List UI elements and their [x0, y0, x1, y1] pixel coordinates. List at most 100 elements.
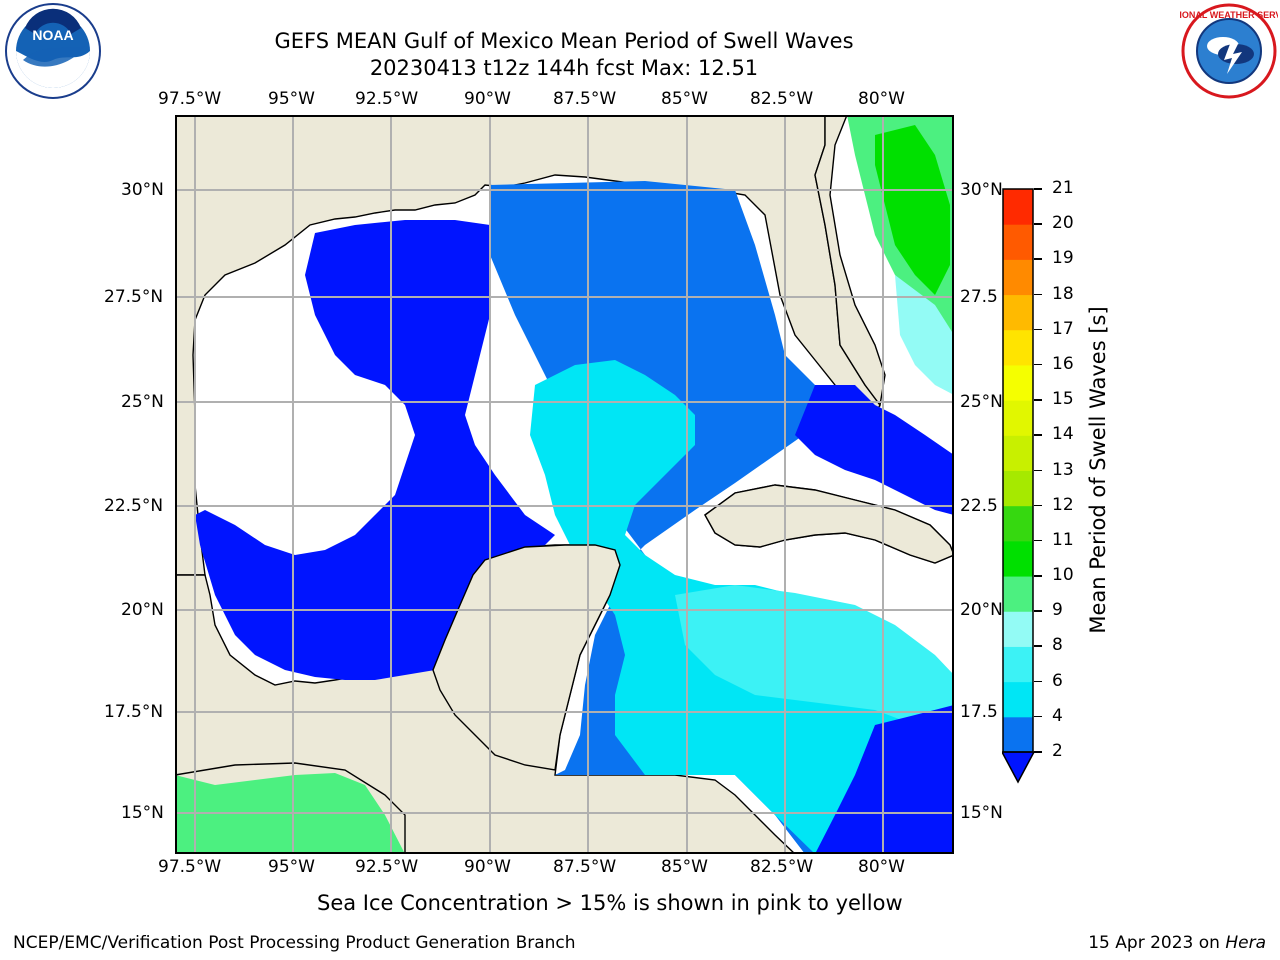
- colorbar-tick-mark: [1034, 680, 1042, 683]
- swell-band-east-low: [795, 385, 954, 515]
- colorbar-segment: [1003, 470, 1033, 507]
- colorbar-segment: [1003, 646, 1033, 683]
- colorbar-label: Mean Period of Swell Waves [s]: [1086, 306, 1110, 634]
- colorbar-segments: [1003, 189, 1033, 753]
- colorbar-segment: [1003, 681, 1033, 718]
- colorbar-tick-mark: [1034, 504, 1042, 507]
- lon-label: 80°W: [858, 89, 905, 109]
- map-frame: [175, 115, 954, 854]
- colorbar-tick-mark: [1034, 328, 1042, 331]
- noaa-logo-text: NOAA: [32, 27, 73, 43]
- colorbar-tick-label: 8: [1052, 635, 1063, 656]
- colorbar-segment: [1003, 716, 1033, 753]
- lon-label: 95°W: [268, 89, 315, 109]
- lat-label: 20°N: [960, 600, 1003, 620]
- lat-label: 22.5: [960, 496, 998, 516]
- swell-band-2-4: [490, 181, 954, 854]
- lon-label: 95°W: [268, 857, 315, 877]
- lat-label: 17.5: [960, 702, 998, 722]
- lon-label: 85°W: [661, 89, 708, 109]
- colorbar-tick-label: 19: [1052, 248, 1074, 269]
- colorbar-tick-label: 14: [1052, 424, 1074, 445]
- swell-band-10-11: [875, 125, 950, 295]
- colorbar-tick-label: 11: [1052, 529, 1074, 550]
- nws-ring-text: NATIONAL WEATHER SERVICE: [1180, 10, 1278, 20]
- colorbar-segment: [1003, 189, 1033, 225]
- colorbar-tick-mark: [1034, 399, 1042, 401]
- nws-logo: NATIONAL WEATHER SERVICE: [1180, 3, 1278, 99]
- lon-label: 80°W: [858, 857, 905, 877]
- lon-label: 92.5°W: [355, 89, 419, 109]
- colorbar-tick-mark: [1034, 258, 1042, 260]
- colorbar-tick-label: 15: [1052, 389, 1074, 410]
- colorbar-tick-mark: [1034, 188, 1042, 190]
- colorbar-tick-label: 10: [1052, 565, 1074, 586]
- swell-field: [175, 115, 954, 854]
- colorbar-frame: [1002, 188, 1034, 753]
- swell-band-8-9: [895, 275, 954, 395]
- colorbar-tick-mark: [1034, 223, 1042, 225]
- lat-label: 30°N: [121, 180, 164, 200]
- colorbar-tick-mark: [1034, 293, 1042, 296]
- colorbar-segment: [1003, 505, 1033, 542]
- colorbar-tick-mark: [1034, 645, 1042, 647]
- colorbar-tick-mark: [1034, 363, 1042, 366]
- colorbar-tick-label: 21: [1052, 178, 1074, 198]
- colorbar-tick-label: 2: [1052, 741, 1063, 761]
- swell-band-6-8: [675, 585, 954, 745]
- map-panel: [175, 115, 954, 854]
- colorbar-tick-label: 4: [1052, 705, 1063, 726]
- footer-date-text: 15 Apr 2023 on: [1088, 933, 1226, 953]
- lon-label: 90°W: [464, 89, 511, 109]
- colorbar-tick-mark: [1034, 434, 1042, 436]
- colorbar-tick-mark: [1034, 751, 1042, 753]
- lon-label: 97.5°W: [158, 89, 222, 109]
- lat-label: 20°N: [121, 600, 164, 620]
- colorbar-segment: [1003, 400, 1033, 436]
- cuba-overlay: [704, 484, 954, 564]
- colorbar-segment: [1003, 224, 1033, 260]
- lat-label: 15°N: [960, 803, 1003, 823]
- colorbar-extend-triangle: [1002, 751, 1036, 784]
- lon-label: 82.5°W: [750, 89, 814, 109]
- colorbar-segment: [1003, 611, 1033, 647]
- lon-label: 90°W: [464, 857, 511, 877]
- lat-label: 17.5°N: [104, 702, 164, 722]
- colorbar-tick-label: 16: [1052, 353, 1074, 374]
- lat-label: 22.5°N: [104, 496, 164, 516]
- colorbar-tick-label: 20: [1052, 213, 1074, 234]
- lon-label: 85°W: [661, 857, 708, 877]
- colorbar-tick-label: 13: [1052, 459, 1074, 480]
- swell-band-se-low: [815, 705, 954, 854]
- lon-label: 87.5°W: [553, 857, 617, 877]
- colorbar-tick-mark: [1034, 610, 1042, 612]
- lon-label: 87.5°W: [553, 89, 617, 109]
- sea-ice-caption: Sea Ice Concentration > 15% is shown in …: [317, 891, 903, 915]
- colorbar-segment: [1003, 435, 1033, 471]
- lat-label: 30°N: [960, 180, 1003, 200]
- footer-credit: NCEP/EMC/Verification Post Processing Pr…: [13, 933, 576, 953]
- yucatan-overlay: [432, 544, 621, 771]
- lat-label: 27.5°N: [104, 287, 164, 307]
- chart-title: GEFS MEAN Gulf of Mexico Mean Period of …: [274, 29, 854, 53]
- colorbar-tick-label: 9: [1052, 600, 1063, 621]
- colorbar-tick-label: 18: [1052, 283, 1074, 304]
- land-overlay: [432, 484, 954, 771]
- colorbar-segment: [1003, 259, 1033, 296]
- colorbar-segment: [1003, 540, 1033, 577]
- colorbar-segment: [1003, 294, 1033, 331]
- colorbar-tick-label: 17: [1052, 318, 1074, 339]
- colorbar-tick-label: 6: [1052, 670, 1063, 691]
- graticule: [175, 115, 954, 854]
- lat-label: 25°N: [121, 392, 164, 412]
- lat-label: 27.5: [960, 287, 998, 307]
- colorbar: [1002, 188, 1036, 784]
- colorbar-segment: [1003, 329, 1033, 366]
- colorbar-tick-mark: [1034, 469, 1042, 471]
- footer-host: Hera: [1225, 933, 1266, 953]
- colorbar-segment: [1003, 364, 1033, 401]
- colorbar-tick-label: 12: [1052, 494, 1074, 515]
- footer-date: 15 Apr 2023 on Hera: [1088, 933, 1266, 953]
- lon-label: 97.5°W: [158, 857, 222, 877]
- lat-label: 25°N: [960, 392, 1003, 412]
